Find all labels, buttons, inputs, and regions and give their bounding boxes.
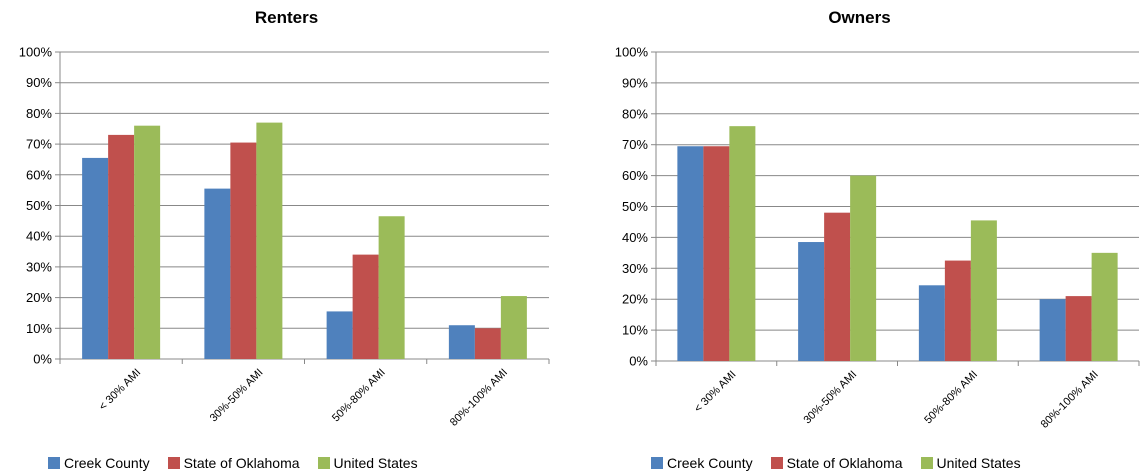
bar-united-states	[729, 126, 756, 361]
x-tick-label: 30%-50% AMI	[801, 369, 859, 427]
legend-swatch	[48, 457, 60, 469]
legend-label: State of Oklahoma	[786, 455, 903, 471]
legend-swatch	[317, 457, 330, 469]
bar-state-of-oklahoma	[1065, 296, 1092, 361]
legend-label: State of Oklahoma	[183, 455, 300, 471]
x-tick-label: < 30% AMI	[692, 369, 738, 415]
x-tick-label: 50%-80% AMI	[922, 369, 980, 427]
bar-creek-county	[204, 188, 231, 359]
legend-swatch	[651, 457, 663, 469]
legend: Creek County State of Oklahoma United St…	[651, 455, 1021, 471]
bar-creek-county	[1039, 299, 1066, 361]
y-tick-label: 20%	[26, 290, 52, 305]
bar-state-of-oklahoma	[944, 260, 971, 361]
y-tick-label: 40%	[622, 230, 648, 245]
y-tick-label: 70%	[622, 137, 648, 152]
bar-creek-county	[918, 285, 945, 361]
owners-plot: 0% 10% 20% 30% 40% 50% 60% 70% 80% 90% 100% < 30% A…	[615, 45, 1140, 431]
y-tick-label: 50%	[26, 198, 52, 213]
bar-united-states	[970, 220, 997, 361]
renters-plot: 0% 10% 20% 30% 40% 50% 60% 70% 80% 90% 100% < 30% A…	[19, 45, 550, 429]
legend-item-state-of-oklahoma: State of Oklahoma	[167, 455, 300, 471]
x-tick-label: 80%-100% AMI	[1039, 369, 1101, 431]
y-tick-label: 0%	[33, 352, 52, 367]
bar-creek-county	[677, 146, 704, 361]
y-tick-label: 70%	[26, 137, 52, 152]
y-tick-label: 90%	[622, 75, 648, 90]
y-tick-label: 0%	[629, 354, 648, 369]
legend-label: United States	[333, 455, 418, 471]
owners-chart: Owners 0% 10% 20% 30% 40% 50% 60% 70% 80% 90% 100%…	[573, 0, 1146, 475]
bar-state-of-oklahoma	[108, 134, 135, 359]
y-tick-label: 20%	[622, 292, 648, 307]
legend-swatch	[770, 457, 783, 469]
y-tick-label: 40%	[26, 229, 52, 244]
bar-state-of-oklahoma	[230, 142, 257, 359]
legend-label: Creek County	[667, 455, 753, 471]
y-tick-label: 60%	[622, 168, 648, 183]
bar-state-of-oklahoma	[824, 212, 851, 361]
chart-title: Owners	[828, 8, 891, 27]
bar-state-of-oklahoma	[474, 328, 501, 359]
y-tick-label: 30%	[26, 259, 52, 274]
x-tick-label: 80%-100% AMI	[448, 367, 510, 429]
bar-creek-county	[448, 325, 475, 359]
bar-united-states	[1091, 252, 1118, 361]
legend-item-creek-county: Creek County	[651, 455, 753, 471]
legend: Creek County State of Oklahoma United St…	[48, 455, 418, 471]
legend-item-united-states: United States	[920, 455, 1021, 471]
bar-state-of-oklahoma	[352, 254, 379, 359]
y-tick-label: 100%	[615, 45, 649, 60]
x-tick-label: 30%-50% AMI	[208, 367, 266, 425]
y-tick-label: 100%	[19, 45, 53, 60]
bar-united-states	[850, 175, 877, 361]
legend-item-united-states: United States	[317, 455, 418, 471]
y-tick-label: 10%	[622, 323, 648, 338]
legend-swatch	[167, 457, 180, 469]
bar-creek-county	[798, 242, 825, 361]
x-tick-label: 50%-80% AMI	[330, 367, 388, 425]
legend-item-state-of-oklahoma: State of Oklahoma	[770, 455, 903, 471]
y-tick-label: 50%	[622, 199, 648, 214]
bar-creek-county	[326, 311, 353, 359]
bar-state-of-oklahoma	[703, 146, 730, 361]
legend-item-creek-county: Creek County	[48, 455, 150, 471]
bar-united-states	[500, 296, 527, 359]
y-tick-label: 30%	[622, 261, 648, 276]
bar-united-states	[256, 122, 283, 359]
bar-united-states	[134, 125, 161, 360]
x-tick-label: < 30% AMI	[97, 367, 143, 413]
legend-swatch	[920, 457, 933, 469]
legend-label: United States	[936, 455, 1021, 471]
renters-chart: Renters 0% 10% 20% 30% 40% 50% 60% 70% 80% 90% 100…	[19, 8, 550, 471]
y-tick-label: 10%	[26, 321, 52, 336]
legend-label: Creek County	[64, 455, 150, 471]
y-tick-label: 60%	[26, 167, 52, 182]
bar-united-states	[378, 216, 405, 359]
bar-creek-county	[82, 157, 109, 359]
y-tick-label: 80%	[622, 106, 648, 121]
y-tick-label: 80%	[26, 106, 52, 121]
y-tick-label: 90%	[26, 75, 52, 90]
chart-title: Renters	[254, 8, 319, 27]
